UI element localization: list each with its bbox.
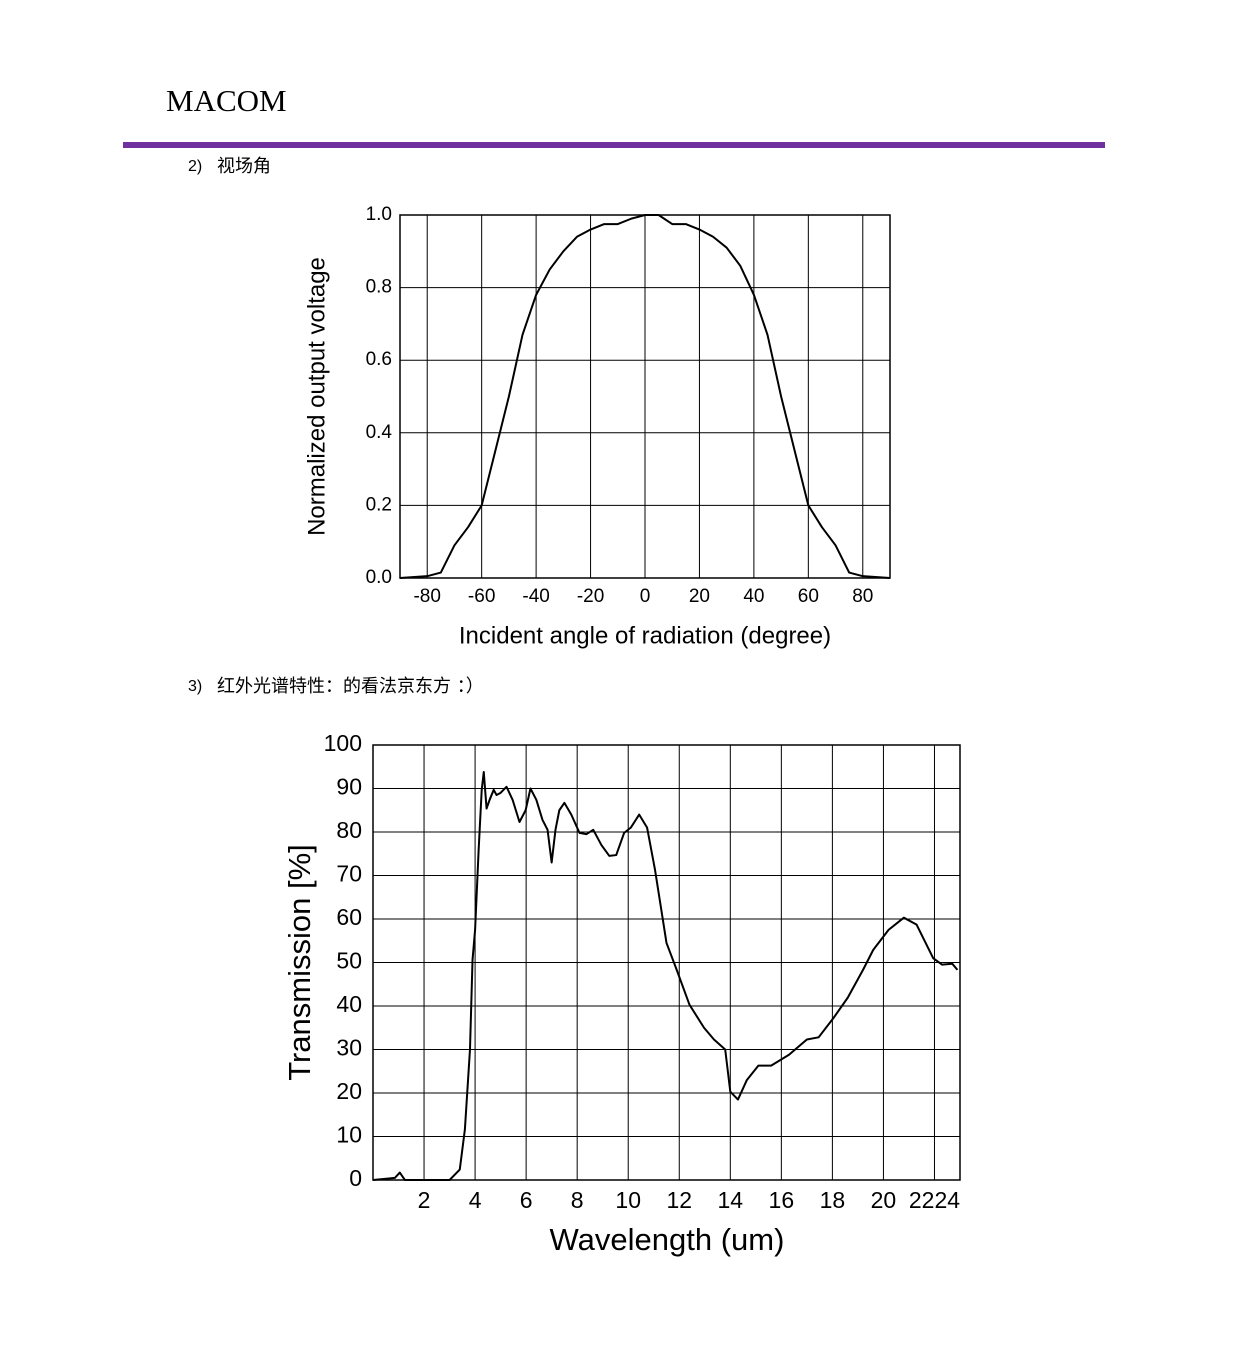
header-title: MACOM — [166, 83, 287, 118]
x-tick-label: 14 — [718, 1187, 744, 1213]
x-tick-label: 4 — [469, 1187, 482, 1213]
x-tick-label: 6 — [520, 1187, 533, 1213]
y-tick-label: 0.6 — [366, 349, 392, 370]
y-axis-title: Transmission [%] — [282, 844, 317, 1081]
y-tick-label: 70 — [336, 861, 362, 887]
y-tick-label: 10 — [336, 1122, 362, 1148]
x-tick-label: 40 — [743, 586, 764, 607]
data-line — [399, 214, 891, 579]
y-tick-label: 0.2 — [366, 494, 392, 515]
section-number: 3) — [188, 678, 202, 695]
x-tick-label: 20 — [871, 1187, 897, 1213]
x-tick-label: -40 — [522, 586, 549, 607]
y-tick-label: 0 — [349, 1165, 362, 1191]
x-tick-label: 20 — [689, 586, 710, 607]
y-tick-label: 80 — [336, 817, 362, 843]
section-number: 2) — [188, 158, 202, 175]
y-tick-label: 0.4 — [366, 422, 393, 443]
x-tick-label: 18 — [820, 1187, 846, 1213]
y-tick-label: 0.0 — [366, 567, 392, 588]
y-tick-label: 90 — [336, 774, 362, 800]
x-tick-label: -60 — [468, 586, 495, 607]
y-tick-label: 30 — [336, 1035, 362, 1061]
section-title: 红外光谱特性：的看法京东方 ：） — [217, 676, 484, 697]
x-tick-label: 60 — [798, 586, 819, 607]
y-tick-label: 40 — [336, 991, 362, 1017]
x-tick-label: 2 — [418, 1187, 431, 1213]
x-axis-title: Incident angle of radiation (degree) — [459, 622, 831, 649]
y-tick-label: 60 — [336, 904, 362, 930]
x-tick-label: 16 — [769, 1187, 795, 1213]
data-line — [372, 770, 959, 1181]
y-tick-label: 1.0 — [366, 204, 392, 225]
header-rule — [123, 142, 1105, 148]
x-tick-label: -20 — [577, 586, 604, 607]
y-tick-label: 100 — [324, 730, 362, 756]
section-title: 视场角 — [217, 156, 271, 177]
x-tick-label: 80 — [852, 586, 873, 607]
x-tick-label: 12 — [666, 1187, 692, 1213]
x-tick-label: 8 — [571, 1187, 584, 1213]
y-tick-label: 0.8 — [366, 277, 392, 298]
x-axis-title: Wavelength (um) — [550, 1222, 785, 1257]
y-tick-label: 20 — [336, 1078, 362, 1104]
x-tick-label: 2224 — [909, 1187, 960, 1213]
x-tick-label: 10 — [615, 1187, 641, 1213]
x-tick-label: -80 — [413, 586, 440, 607]
y-tick-label: 50 — [336, 948, 362, 974]
y-axis-title: Normalized output voltage — [303, 257, 330, 536]
x-tick-label: 0 — [640, 586, 651, 607]
